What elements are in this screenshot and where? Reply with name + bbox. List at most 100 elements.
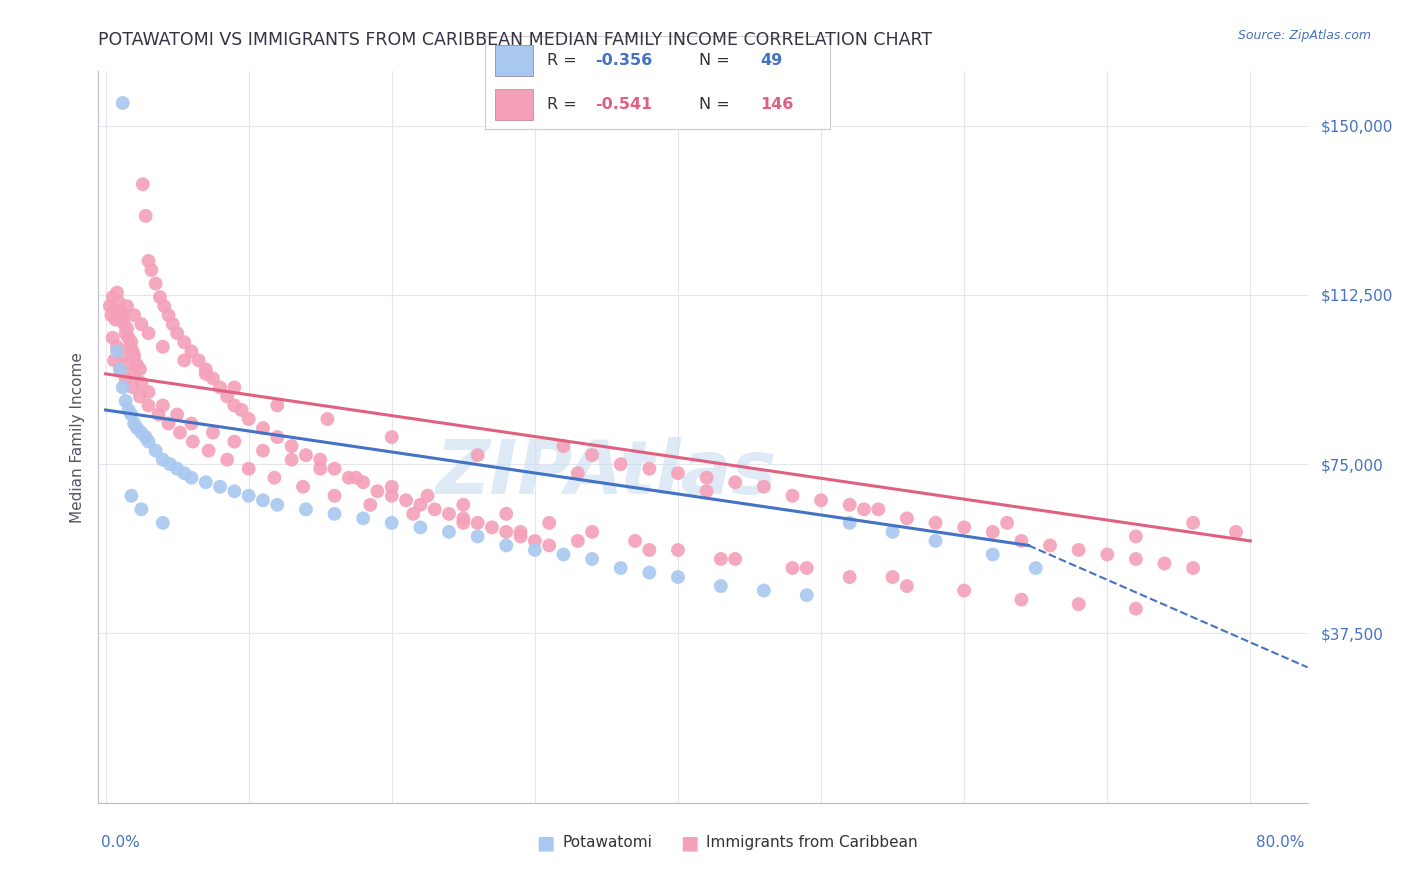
Point [666, 570, 689, 584]
Text: N =: N = [699, 97, 734, 112]
Point [381, 480, 404, 494]
Point [638, 461, 661, 475]
Point [292, 480, 315, 494]
Point [201, 425, 224, 440]
Point [495, 524, 517, 539]
Point [114, 371, 136, 385]
Point [153, 299, 176, 313]
Point [194, 367, 217, 381]
Point [238, 412, 260, 426]
Point [138, 399, 160, 413]
Point [782, 489, 804, 503]
Text: ■: ■ [536, 833, 555, 853]
Point [280, 452, 302, 467]
Text: -0.541: -0.541 [595, 97, 652, 112]
Point [131, 425, 153, 440]
Point [105, 285, 128, 300]
Point [108, 362, 131, 376]
Point [145, 277, 167, 291]
Point [1125, 529, 1147, 543]
Point [666, 543, 689, 558]
Point [453, 516, 475, 530]
Point [194, 475, 217, 490]
Point [381, 516, 404, 530]
Point [129, 362, 152, 376]
Point [111, 349, 134, 363]
Point [381, 430, 404, 444]
Point [105, 340, 128, 354]
Point [467, 448, 489, 462]
Point [924, 516, 946, 530]
Point [852, 502, 875, 516]
Point [523, 533, 546, 548]
Point [121, 344, 143, 359]
Point [122, 367, 145, 381]
Point [381, 489, 404, 503]
Point [981, 524, 1004, 539]
Point [157, 417, 180, 431]
Point [981, 548, 1004, 562]
Text: ■: ■ [679, 833, 699, 853]
Point [567, 466, 589, 480]
Text: Source: ZipAtlas.com: Source: ZipAtlas.com [1237, 29, 1371, 42]
Point [395, 493, 418, 508]
Point [467, 529, 489, 543]
Point [166, 461, 188, 475]
Point [122, 417, 145, 431]
Point [581, 524, 603, 539]
Point [107, 294, 129, 309]
Point [132, 178, 155, 192]
Text: 0.0%: 0.0% [101, 836, 141, 850]
Point [402, 507, 425, 521]
Point [115, 299, 138, 313]
Point [1025, 561, 1047, 575]
Point [252, 493, 274, 508]
Point [752, 480, 775, 494]
Point [138, 384, 160, 399]
Point [352, 475, 374, 490]
Text: 49: 49 [761, 53, 783, 68]
Point [796, 561, 818, 575]
Point [138, 326, 160, 341]
Point [157, 308, 180, 322]
Point [181, 434, 204, 449]
Point [896, 511, 918, 525]
Point [581, 448, 603, 462]
Point [295, 502, 318, 516]
Point [752, 583, 775, 598]
Point [509, 524, 531, 539]
Point [710, 579, 733, 593]
Point [481, 520, 503, 534]
Point [724, 552, 747, 566]
Point [224, 434, 246, 449]
Point [868, 502, 890, 516]
Point [111, 308, 134, 322]
Point [467, 516, 489, 530]
Point [1182, 516, 1205, 530]
Point [1097, 548, 1119, 562]
Point [1039, 538, 1062, 552]
Point [231, 403, 253, 417]
Point [121, 380, 143, 394]
Point [323, 489, 346, 503]
Point [1125, 552, 1147, 566]
Point [180, 417, 202, 431]
Point [266, 430, 288, 444]
Point [100, 308, 122, 322]
Point [280, 439, 302, 453]
Point [1067, 543, 1090, 558]
Text: POTAWATOMI VS IMMIGRANTS FROM CARIBBEAN MEDIAN FAMILY INCOME CORRELATION CHART: POTAWATOMI VS IMMIGRANTS FROM CARIBBEAN … [98, 31, 932, 49]
Point [120, 408, 142, 422]
Bar [495, 89, 533, 120]
Point [538, 516, 561, 530]
Point [105, 344, 128, 359]
Point [409, 498, 432, 512]
Point [180, 344, 202, 359]
Point [495, 538, 517, 552]
Point [238, 461, 260, 475]
Point [666, 466, 689, 480]
Point [120, 489, 142, 503]
Point [266, 399, 288, 413]
Point [295, 448, 318, 462]
Point [810, 493, 832, 508]
